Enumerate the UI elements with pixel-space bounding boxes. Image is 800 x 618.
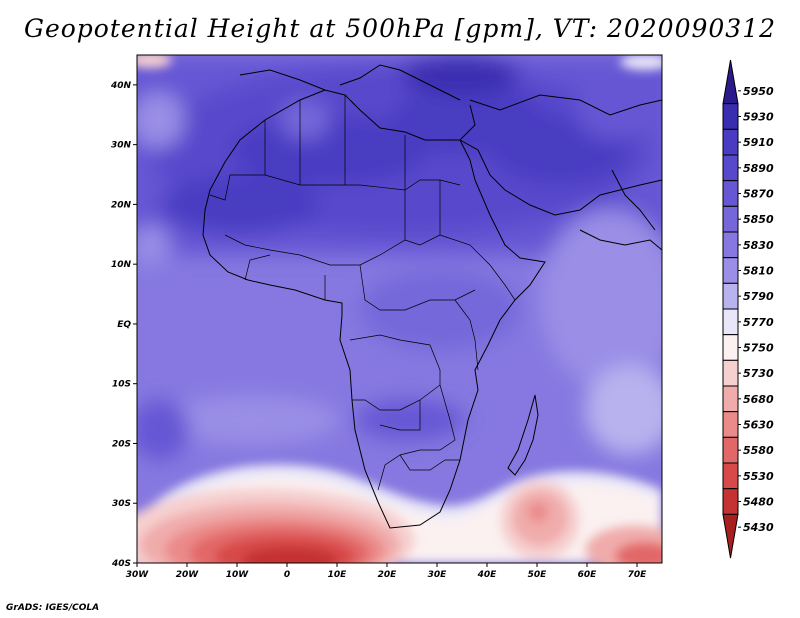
x-tick-label: 50E: [528, 570, 548, 580]
colorbar-swatch: [722, 180, 739, 207]
colorbar-swatch: [722, 488, 739, 515]
colorbar-label: 5580: [743, 444, 774, 457]
colorbar-swatch: [722, 205, 739, 233]
colorbar-label: 5430: [743, 521, 774, 534]
y-tick-label: 30N: [111, 141, 132, 151]
x-axis: 30W 20W 10W 0 10E 20E 30E 40E 50E 60E 70E: [126, 563, 647, 580]
colorbar-swatch: [722, 103, 739, 130]
colorbar-swatch: [722, 128, 739, 156]
colorbar-label: 5810: [743, 265, 774, 278]
colorbar-label: 5630: [743, 419, 774, 432]
x-tick-label: 20W: [176, 570, 200, 580]
x-tick-label: 60E: [578, 570, 598, 580]
colorbar-label: 5870: [743, 188, 774, 201]
colorbar-swatch: [722, 462, 739, 490]
map-title: Geopotential Height at 500hPa [gpm], VT:…: [23, 14, 777, 43]
colorbar-label: 5680: [743, 393, 774, 406]
y-tick-label: 20S: [112, 439, 131, 449]
colorbar-swatch: [722, 257, 739, 284]
x-tick-label: 30E: [428, 570, 448, 580]
colorbar-label: 5890: [743, 162, 774, 175]
colorbar-swatch: [722, 154, 739, 182]
colorbar-swatch: [722, 436, 739, 464]
colorbar: 5950 5930 5910 5890 5870 5850 5830 5810 5790 5770…: [722, 59, 774, 559]
x-tick-label: 0: [284, 570, 290, 580]
colorbar-swatch: [722, 359, 739, 387]
colorbar-label: 5770: [743, 316, 774, 329]
y-tick-label: 30S: [112, 499, 131, 509]
y-tick-label: 40N: [110, 81, 132, 91]
coastlines: [202, 64, 662, 529]
colorbar-swatch: [722, 231, 739, 259]
colorbar-label: 5910: [743, 136, 774, 149]
colorbar-label: 5950: [743, 85, 774, 98]
colorbar-label: 5790: [743, 290, 774, 303]
colorbar-swatch: [722, 282, 739, 310]
x-tick-label: 40E: [477, 570, 498, 580]
colorbar-label: 5750: [743, 342, 774, 355]
colorbar-label: 5830: [743, 239, 774, 252]
y-tick-label: 20N: [111, 200, 132, 210]
map-frame: [136, 54, 663, 564]
colorbar-swatch: [722, 513, 739, 559]
y-tick-label: EQ: [117, 320, 131, 330]
colorbar-label: 5480: [743, 496, 774, 509]
y-axis: 40N 30N 20N 10N EQ 10S 20S 30S 40S: [110, 81, 137, 569]
x-tick-label: 10E: [328, 570, 348, 580]
colorbar-swatch: [722, 334, 739, 361]
y-tick-label: 10S: [112, 380, 131, 390]
x-tick-label: 20E: [378, 570, 398, 580]
credit-footer: GrADS: IGES/COLA: [6, 603, 100, 613]
y-tick-label: 40S: [111, 559, 131, 569]
colorbar-swatch: [722, 411, 739, 438]
colorbar-label: 5530: [743, 470, 774, 483]
colorbar-swatch: [722, 59, 739, 105]
colorbar-swatch: [722, 308, 739, 336]
country-borders: [209, 95, 516, 491]
x-tick-label: 70E: [628, 570, 648, 580]
x-tick-label: 10W: [226, 570, 250, 580]
colorbar-label: 5930: [743, 111, 774, 124]
x-tick-label: 30W: [126, 570, 150, 580]
colorbar-swatch: [722, 385, 739, 413]
colorbar-label: 5850: [743, 213, 774, 226]
colorbar-label: 5730: [743, 367, 774, 380]
y-tick-label: 10N: [111, 260, 132, 270]
height-field: [137, 55, 662, 563]
